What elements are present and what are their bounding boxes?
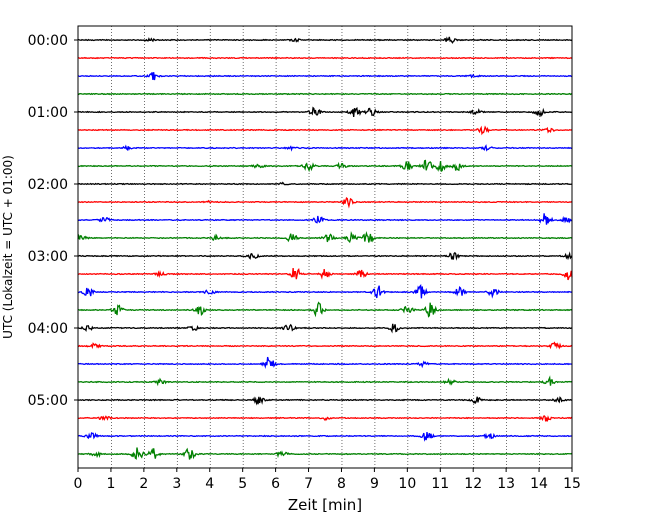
x-tick-label: 1 — [106, 476, 115, 492]
x-tick-label: 6 — [271, 476, 280, 492]
x-tick-label: 15 — [563, 476, 581, 492]
trace-row — [77, 125, 573, 136]
x-tick-label: 13 — [497, 476, 515, 492]
x-tick-label: 2 — [139, 476, 148, 492]
trace-row — [77, 181, 573, 186]
trace-row — [77, 375, 573, 387]
x-tick-label: 3 — [172, 476, 181, 492]
trace-row — [77, 396, 573, 406]
y-tick-label: 00:00 — [28, 33, 68, 49]
trace-row — [77, 341, 573, 350]
plot-frame — [77, 25, 573, 469]
trace-row — [77, 196, 573, 209]
trace-row — [77, 56, 573, 60]
trace-row — [77, 106, 573, 118]
trace-row — [77, 230, 573, 244]
y-tick-label: 03:00 — [28, 249, 68, 265]
trace-row — [77, 251, 573, 261]
trace-row — [77, 72, 573, 81]
x-tick-label: 8 — [337, 476, 346, 492]
y-axis-label: UTC (Lokalzeit = UTC + 01:00) — [1, 155, 15, 339]
trace-layer — [77, 36, 573, 460]
y-tick-label: 01:00 — [28, 105, 68, 121]
x-tick-label: 7 — [304, 476, 313, 492]
y-tick-label: 02:00 — [28, 177, 68, 193]
x-axis: 0 1 2 3 4 5 6 7 8 9 10 11 12 13 14 15 — [74, 468, 581, 492]
trace-row — [77, 144, 573, 152]
y-axis: 00:00 01:00 02:00 03:00 04:00 05:00 — [28, 33, 78, 409]
trace-row — [77, 414, 573, 422]
trace-row — [77, 301, 573, 318]
x-tick-label: 11 — [431, 476, 449, 492]
x-tick-label: 14 — [530, 476, 548, 492]
trace-row — [77, 323, 573, 334]
trace-row — [77, 283, 573, 299]
trace-row — [77, 356, 573, 369]
x-axis-label: Zeit [min] — [288, 496, 362, 514]
x-tick-label: 10 — [398, 476, 416, 492]
y-tick-label: 04:00 — [28, 321, 68, 337]
trace-row — [77, 213, 573, 225]
trace-row — [77, 447, 573, 460]
x-tick-label: 12 — [464, 476, 482, 492]
trace-row — [77, 92, 573, 96]
x-tick-label: 5 — [238, 476, 247, 492]
trace-row — [77, 432, 573, 442]
x-tick-label: 9 — [370, 476, 379, 492]
x-tick-label: 4 — [205, 476, 214, 492]
trace-row — [77, 159, 573, 173]
trace-row — [77, 36, 573, 44]
y-tick-label: 05:00 — [28, 393, 68, 409]
trace-row — [77, 267, 573, 281]
x-tick-label: 0 — [74, 476, 83, 492]
